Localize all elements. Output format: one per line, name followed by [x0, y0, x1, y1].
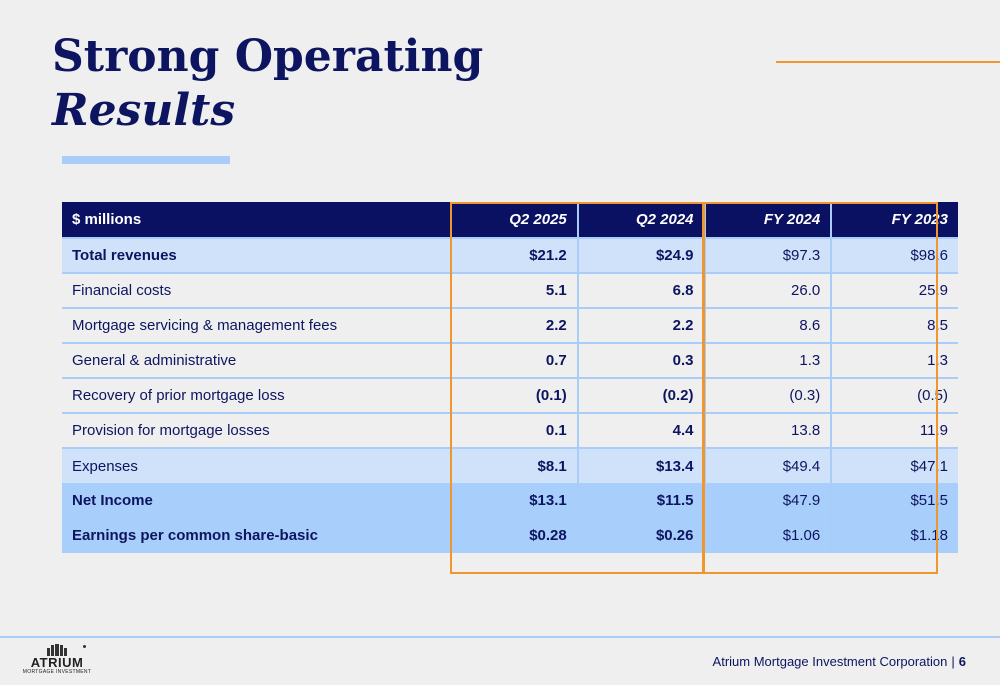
- cell: (0.5): [831, 377, 958, 413]
- page-title: Strong Operating Results: [52, 30, 483, 138]
- title-line-1: Strong Operating: [52, 31, 484, 82]
- cell: $13.1: [451, 483, 579, 518]
- row-label: Recovery of prior mortgage loss: [62, 377, 452, 413]
- cell: 2.2: [577, 307, 706, 343]
- cell: 1.3: [831, 342, 958, 378]
- cell: 8.5: [831, 307, 958, 343]
- cell: $0.28: [451, 518, 579, 553]
- cell: 11.9: [831, 412, 958, 448]
- table-row: General & administrative 0.7 0.3 1.3 1.3: [62, 342, 958, 378]
- cell: $8.1: [451, 447, 579, 483]
- cell: $0.26: [577, 518, 706, 553]
- table-row: Earnings per common share-basic $0.28 $0…: [62, 518, 958, 553]
- table-row: Recovery of prior mortgage loss (0.1) (0…: [62, 377, 958, 413]
- building-icon: [47, 644, 67, 656]
- company-name: Atrium Mortgage Investment Corporation: [712, 654, 948, 669]
- cell: $11.5: [577, 483, 706, 518]
- cell: $21.2: [451, 237, 579, 273]
- cell: 0.1: [451, 412, 579, 448]
- table-row: Financial costs 5.1 6.8 26.0 25.9: [62, 272, 958, 308]
- header-fy-2024: FY 2024: [704, 202, 833, 238]
- cell: $1.18: [831, 518, 958, 553]
- footer-text: Atrium Mortgage Investment Corporation | 6: [713, 654, 966, 669]
- row-label: Net Income: [62, 483, 452, 518]
- header-q2-2025: Q2 2025: [451, 202, 579, 238]
- footer-divider: [0, 636, 1000, 638]
- cell: 13.8: [704, 412, 833, 448]
- table-row: Total revenues $21.2 $24.9 $97.3 $98.6: [62, 237, 958, 273]
- cell: $13.4: [577, 447, 706, 483]
- cell: 6.8: [577, 272, 706, 308]
- header-q2-2024: Q2 2024: [577, 202, 706, 238]
- row-label: Provision for mortgage losses: [62, 412, 452, 448]
- cell: $24.9: [577, 237, 706, 273]
- cell: $1.06: [704, 518, 833, 553]
- cell: $97.3: [704, 237, 833, 273]
- cell: 8.6: [704, 307, 833, 343]
- cell: $49.4: [704, 447, 833, 483]
- cell: 5.1: [451, 272, 579, 308]
- cell: 0.7: [451, 342, 579, 378]
- cell: $47.9: [704, 483, 833, 518]
- footer-separator: |: [951, 654, 955, 669]
- cell: (0.2): [577, 377, 706, 413]
- cell: $51.5: [831, 483, 958, 518]
- cell: 25.9: [831, 272, 958, 308]
- table-row: Provision for mortgage losses 0.1 4.4 13…: [62, 412, 958, 448]
- row-label: Mortgage servicing & management fees: [62, 307, 452, 343]
- logo-name: ATRIUM: [30, 655, 84, 670]
- cell: $98.6: [831, 237, 958, 273]
- results-table: $ millions Q2 2025 Q2 2024 FY 2024 FY 20…: [62, 202, 958, 553]
- header-fy-2023: FY 2023: [831, 202, 958, 238]
- cell: 0.3: [577, 342, 706, 378]
- table-row: Net Income $13.1 $11.5 $47.9 $51.5: [62, 483, 958, 518]
- cell: (0.1): [451, 377, 579, 413]
- cell: (0.3): [704, 377, 833, 413]
- row-label: Financial costs: [62, 272, 452, 308]
- cell: 4.4: [577, 412, 706, 448]
- table-header-row: $ millions Q2 2025 Q2 2024 FY 2024 FY 20…: [62, 202, 958, 238]
- page-number: 6: [958, 654, 966, 669]
- row-label: Expenses: [62, 447, 452, 483]
- cell: $47.1: [831, 447, 958, 483]
- table-row: Mortgage servicing & management fees 2.2…: [62, 307, 958, 343]
- row-label: General & administrative: [62, 342, 452, 378]
- header-label: $ millions: [62, 202, 452, 238]
- logo-subtitle: MORTGAGE INVESTMENT: [22, 669, 92, 675]
- cell: 1.3: [704, 342, 833, 378]
- title-underline: [62, 156, 230, 164]
- cell: 26.0: [704, 272, 833, 308]
- cell: 2.2: [451, 307, 579, 343]
- table-row: Expenses $8.1 $13.4 $49.4 $47.1: [62, 447, 958, 483]
- row-label: Earnings per common share-basic: [62, 518, 452, 553]
- atrium-logo: ATRIUM MORTGAGE INVESTMENT: [22, 644, 92, 682]
- decorative-dot: [83, 645, 86, 648]
- row-label: Total revenues: [62, 237, 452, 273]
- decorative-line: [776, 61, 1000, 63]
- title-line-2: Results: [52, 85, 236, 136]
